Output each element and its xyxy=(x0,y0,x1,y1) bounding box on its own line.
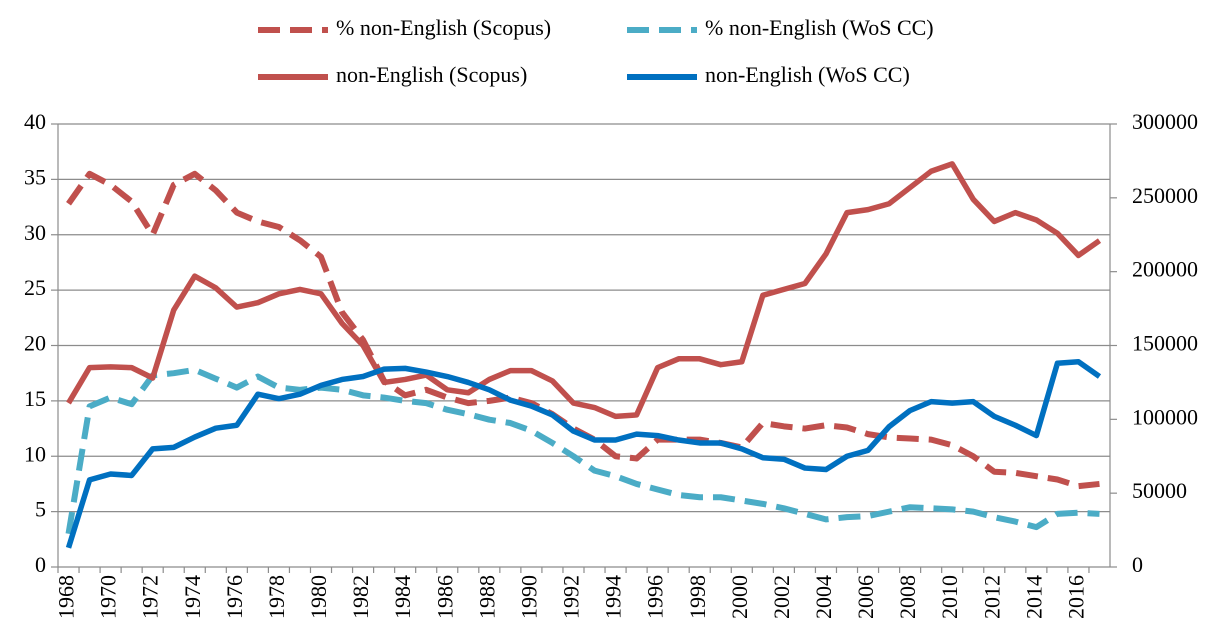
legend-label: non-English (WoS CC) xyxy=(705,62,910,87)
x-tick-label: 1972 xyxy=(138,575,163,619)
x-tick-label: 1994 xyxy=(601,575,626,619)
y2-tick-label: 300000 xyxy=(1132,109,1198,134)
y-tick-label: 20 xyxy=(24,331,46,356)
x-tick-label: 1992 xyxy=(559,575,584,619)
series-line xyxy=(66,161,1102,420)
x-tick-label: 1998 xyxy=(685,575,710,619)
y2-tick-label: 0 xyxy=(1132,552,1143,577)
y-tick-label: 10 xyxy=(24,441,46,466)
y-tick-label: 40 xyxy=(24,109,46,134)
y2-tick-label: 200000 xyxy=(1132,257,1198,282)
x-tick-label: 1968 xyxy=(54,575,79,619)
y-tick-label: 5 xyxy=(35,497,46,522)
x-tick-label: 1970 xyxy=(96,575,121,619)
legend-label: % non-English (Scopus) xyxy=(336,15,551,40)
legend-label: % non-English (WoS CC) xyxy=(705,15,934,40)
x-tick-label: 1976 xyxy=(222,575,247,619)
x-tick-label: 2008 xyxy=(895,575,920,619)
x-tick-label: 1990 xyxy=(516,575,541,619)
x-tick-label: 2010 xyxy=(937,575,962,619)
y-tick-label: 25 xyxy=(24,275,46,300)
series-line xyxy=(66,170,1100,490)
x-tick-label: 2000 xyxy=(727,575,752,619)
series-line xyxy=(65,366,1100,535)
x-tick-label: 1988 xyxy=(474,575,499,619)
y-tick-label: 30 xyxy=(24,220,46,245)
y2-tick-label: 250000 xyxy=(1132,183,1198,208)
series-line xyxy=(65,358,1102,549)
x-tick-label: 2014 xyxy=(1021,575,1046,619)
y2-tick-label: 100000 xyxy=(1132,404,1198,429)
x-tick-label: 2004 xyxy=(811,575,836,619)
y-tick-label: 35 xyxy=(24,164,46,189)
y2-tick-label: 50000 xyxy=(1132,478,1187,503)
y-tick-label: 15 xyxy=(24,386,46,411)
y2-tick-label: 150000 xyxy=(1132,331,1198,356)
x-tick-label: 1984 xyxy=(390,575,415,619)
x-tick-label: 1996 xyxy=(643,575,668,619)
legend-label: non-English (Scopus) xyxy=(336,62,527,87)
x-tick-label: 2006 xyxy=(853,575,878,619)
x-tick-label: 1978 xyxy=(264,575,289,619)
x-tick-label: 1986 xyxy=(432,575,457,619)
x-tick-label: 1980 xyxy=(306,575,331,619)
x-tick-label: 1974 xyxy=(180,575,205,619)
x-tick-label: 2002 xyxy=(769,575,794,619)
y-tick-label: 0 xyxy=(35,552,46,577)
x-tick-label: 2012 xyxy=(979,575,1004,619)
x-tick-label: 2016 xyxy=(1063,575,1088,619)
x-tick-label: 1982 xyxy=(348,575,373,619)
